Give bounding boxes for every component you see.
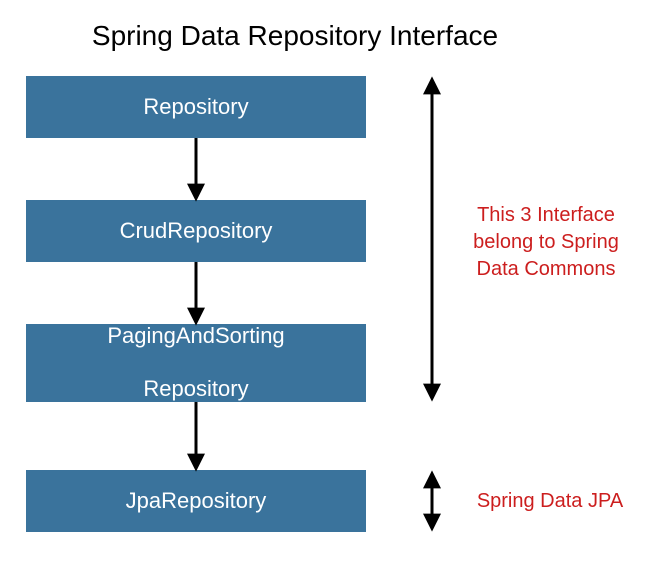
annotation-data-jpa: Spring Data JPA [460,490,640,513]
box-crud-repository: CrudRepository [26,200,366,262]
diagram-title: Spring Data Repository Interface [0,20,620,52]
box-crud-repository-label: CrudRepository [120,218,273,244]
box-repository: Repository [26,76,366,138]
annotation-data-commons-l2: belong to Spring [456,229,636,256]
box-paging-sorting-label-line1: PagingAndSorting [107,323,284,349]
annotation-data-commons-l1: This 3 Interface [456,202,636,229]
box-jpa-repository: JpaRepository [26,470,366,532]
box-paging-sorting-repository: PagingAndSorting Repository [26,324,366,402]
annotation-data-commons: This 3 Interface belong to Spring Data C… [456,202,636,283]
box-jpa-repository-label: JpaRepository [126,488,267,514]
box-repository-label: Repository [143,94,248,120]
annotation-data-commons-l3: Data Commons [456,256,636,283]
box-paging-sorting-label-line2: Repository [143,376,248,402]
